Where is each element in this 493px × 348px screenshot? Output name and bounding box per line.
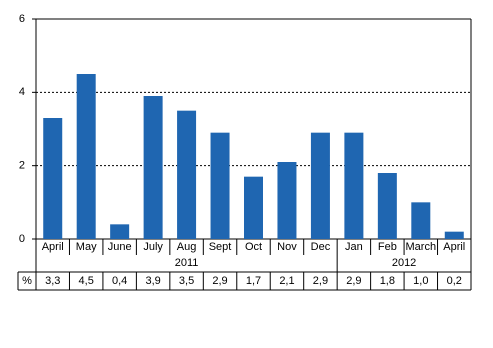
table-label: % <box>22 275 32 287</box>
value-label: 0,4 <box>112 275 127 287</box>
year-label: 2011 <box>175 257 199 269</box>
value-label: 0,2 <box>447 275 462 287</box>
x-tick-label: March <box>406 241 437 253</box>
value-label: 2,9 <box>346 275 361 287</box>
x-tick-label: July <box>143 241 163 253</box>
x-tick-label: Aug <box>177 241 197 253</box>
x-tick-label: May <box>76 241 97 253</box>
x-tick-label: April <box>42 241 64 253</box>
bar <box>143 96 163 239</box>
bar <box>310 132 330 239</box>
x-tick-label: Nov <box>277 241 297 253</box>
bar <box>43 118 63 239</box>
bar <box>177 110 197 240</box>
x-tick-label: June <box>108 241 132 253</box>
x-tick-label: Oct <box>245 241 262 253</box>
value-label: 3,5 <box>179 275 194 287</box>
bar <box>411 202 431 239</box>
bar <box>110 224 130 239</box>
bar <box>377 173 397 239</box>
year-label: 2012 <box>392 257 416 269</box>
x-tick-label: Sept <box>209 241 232 253</box>
x-tick-label: Dec <box>311 241 331 253</box>
y-tick-label: 4 <box>19 86 25 98</box>
value-label: 1,8 <box>380 275 395 287</box>
value-label: 2,9 <box>212 275 227 287</box>
value-label: 2,1 <box>279 275 294 287</box>
value-label: 1,7 <box>246 275 261 287</box>
x-tick-label: Feb <box>378 241 397 253</box>
y-tick-label: 6 <box>19 13 25 25</box>
y-tick-label: 0 <box>19 233 25 245</box>
value-label: 1,0 <box>413 275 428 287</box>
bar <box>344 132 364 239</box>
bar <box>444 231 464 239</box>
value-label: 3,3 <box>45 275 60 287</box>
x-tick-label: Jan <box>345 241 363 253</box>
bar <box>244 176 263 239</box>
bar <box>76 74 96 239</box>
bar <box>277 162 297 239</box>
y-tick-label: 2 <box>19 160 25 172</box>
value-label: 3,9 <box>145 275 160 287</box>
bar <box>210 132 230 239</box>
value-label: 4,5 <box>79 275 94 287</box>
value-label: 2,9 <box>313 275 328 287</box>
x-tick-label: April <box>443 241 465 253</box>
